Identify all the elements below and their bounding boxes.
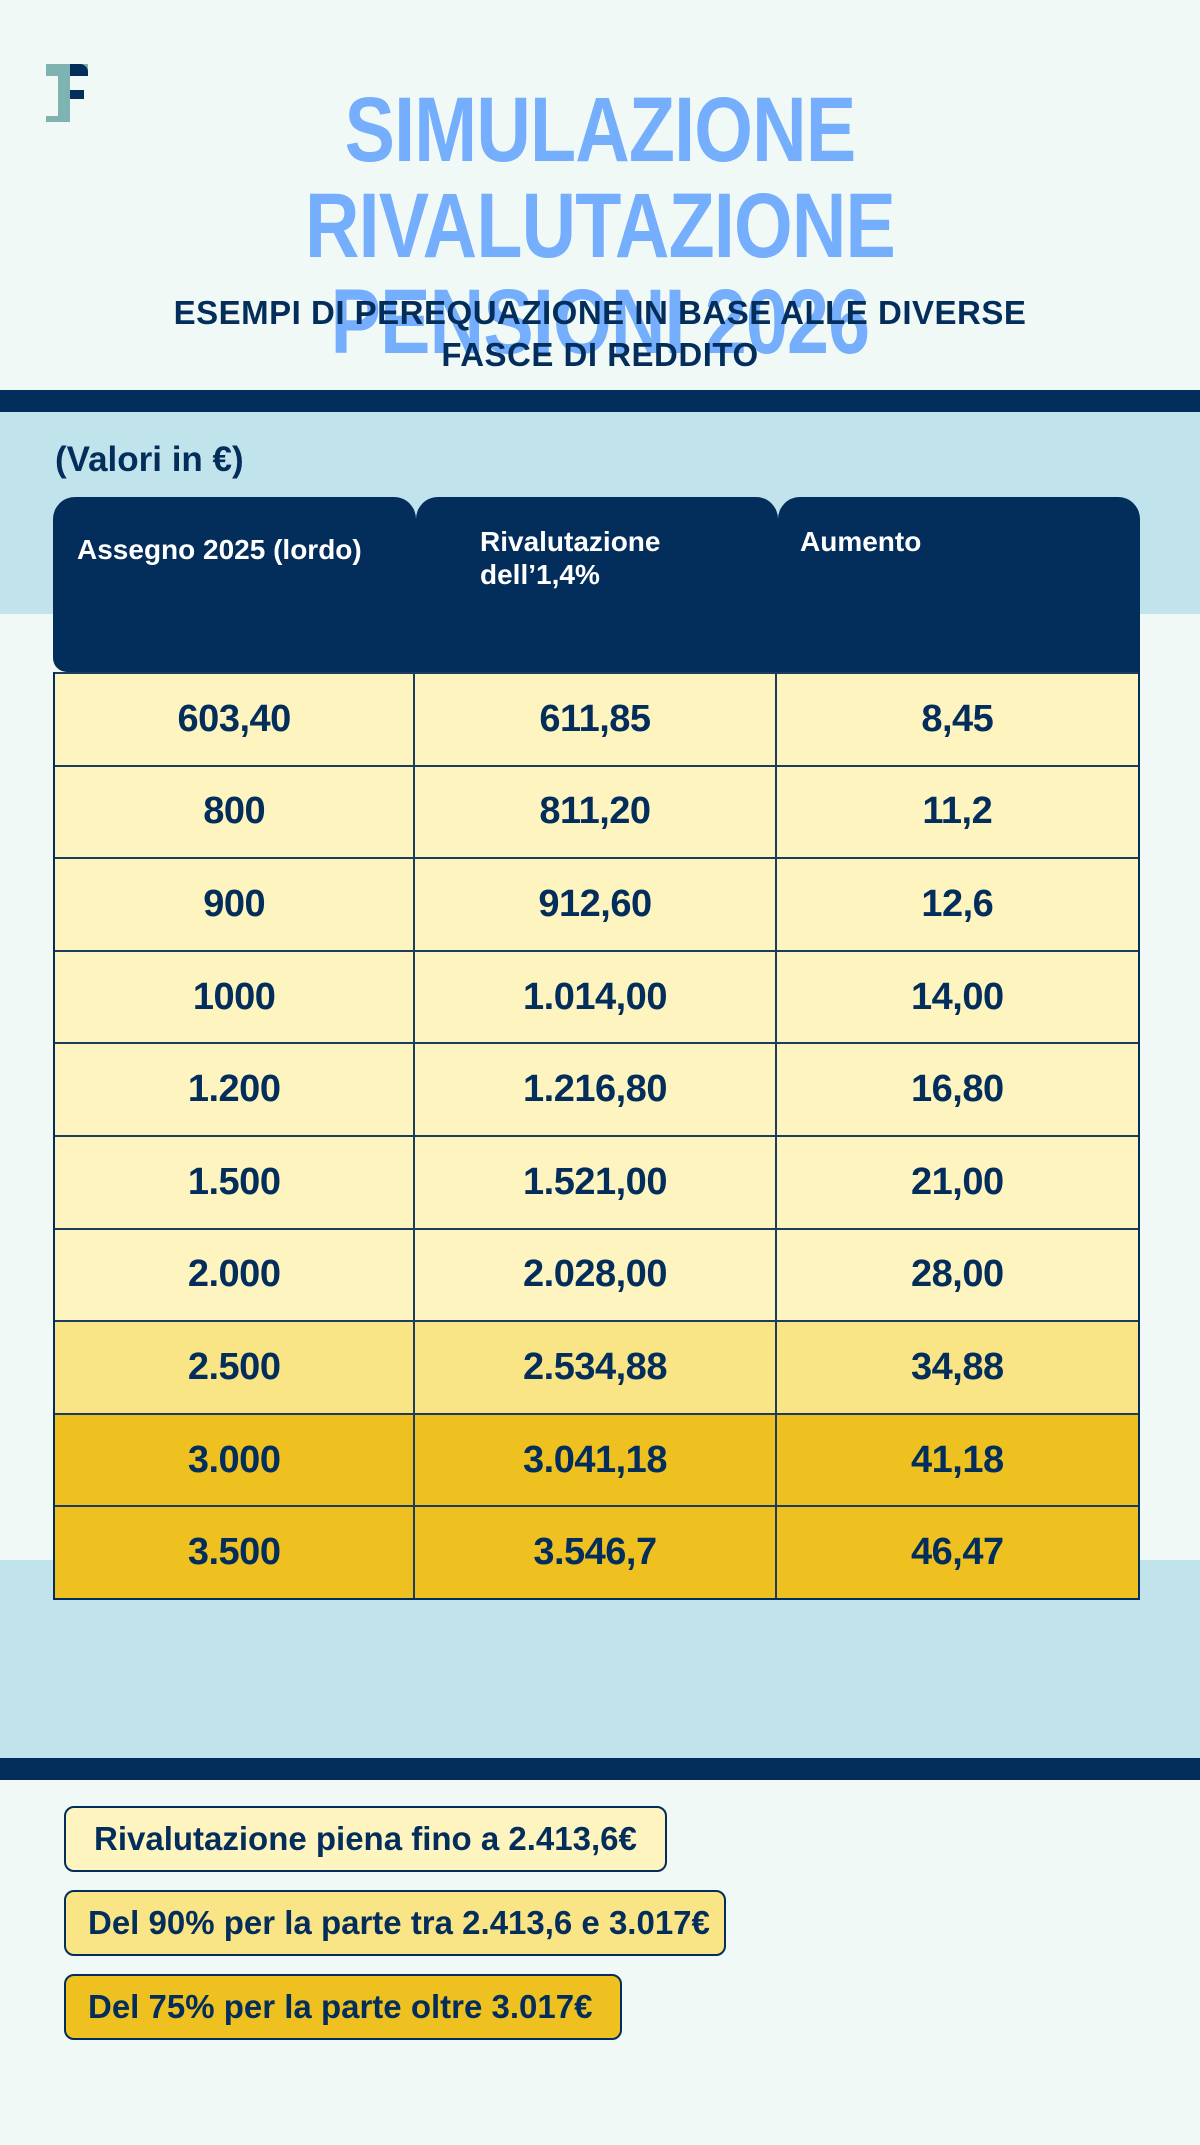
cell-rivalutazione: 3.041,18 <box>415 1414 777 1506</box>
cell-rivalutazione: 912,60 <box>415 859 777 950</box>
units-label: (Valori in €) <box>55 440 244 479</box>
table-row: 900 912,60 12,6 <box>55 857 1138 950</box>
cell-rivalutazione: 1.216,80 <box>415 1044 777 1135</box>
cell-rivalutazione: 2.534,88 <box>415 1322 777 1413</box>
column-header-assegno: Assegno 2025 (lordo) <box>53 497 416 672</box>
legend-item-full: Rivalutazione piena fino a 2.413,6€ <box>64 1806 667 1872</box>
table-row: 2.500 2.534,88 34,88 <box>55 1320 1138 1413</box>
table-row: 2.000 2.028,00 28,00 <box>55 1227 1138 1321</box>
cell-rivalutazione: 3.546,7 <box>415 1507 777 1598</box>
logo-icon <box>46 64 88 122</box>
cell-assegno: 603,40 <box>55 674 416 765</box>
table-row: 1.500 1.521,00 21,00 <box>55 1134 1138 1228</box>
cell-assegno: 2.000 <box>55 1229 416 1321</box>
cell-aumento: 12,6 <box>921 882 994 925</box>
cell-assegno: 1.200 <box>55 1044 416 1135</box>
cell-rivalutazione: 611,85 <box>415 674 777 765</box>
cell-aumento: 14,00 <box>911 975 1004 1018</box>
legend: Rivalutazione piena fino a 2.413,6€ Del … <box>64 1806 726 2058</box>
cell-assegno: 900 <box>55 859 416 950</box>
cell-assegno: 2.500 <box>55 1322 416 1413</box>
cell-aumento: 28,00 <box>911 1253 1004 1296</box>
subtitle: ESEMPI DI PEREQUAZIONE IN BASE ALLE DIVE… <box>0 292 1200 376</box>
cell-aumento: 11,2 <box>922 790 993 833</box>
cell-assegno: 3.500 <box>55 1507 416 1598</box>
cell-assegno: 1000 <box>55 951 416 1043</box>
page-title: SIMULAZIONE RIVALUTAZIONE PENSIONI 2026 <box>108 82 1092 370</box>
cell-rivalutazione: 811,20 <box>415 766 777 858</box>
cell-aumento: 46,47 <box>911 1531 1004 1574</box>
table-row: 800 811,20 11,2 <box>55 764 1138 858</box>
cell-assegno: 800 <box>55 766 416 858</box>
column-header-rivalutazione: Rivalutazione dell’1,4% <box>416 497 778 672</box>
table-row: 603,40 611,85 8,45 <box>55 672 1138 765</box>
cell-aumento: 41,18 <box>911 1438 1004 1481</box>
legend-item-seventyfive: Del 75% per la parte oltre 3.017€ <box>64 1974 623 2040</box>
cell-rivalutazione: 1.521,00 <box>415 1136 777 1228</box>
table-row: 1.200 1.216,80 16,80 <box>55 1042 1138 1135</box>
table-body: 603,40 611,85 8,45 800 811,20 11,2 900 9… <box>53 672 1140 1600</box>
cell-rivalutazione: 1.014,00 <box>415 951 777 1043</box>
table-row: 1000 1.014,00 14,00 <box>55 949 1138 1043</box>
cell-rivalutazione: 2.028,00 <box>415 1229 777 1321</box>
table-row: 3.000 3.041,18 41,18 <box>55 1412 1138 1506</box>
title-line-2: PENSIONI 2026 <box>330 271 870 373</box>
cell-assegno: 3.000 <box>55 1414 416 1506</box>
cell-assegno: 1.500 <box>55 1136 416 1228</box>
cell-aumento: 34,88 <box>911 1345 1004 1388</box>
title-line-1: SIMULAZIONE RIVALUTAZIONE <box>304 79 896 277</box>
table-header: Assegno 2025 (lordo) Rivalutazione dell’… <box>53 497 1140 672</box>
divider-top <box>0 390 1200 412</box>
table-row: 3.500 3.546,7 46,47 <box>55 1505 1138 1598</box>
cell-aumento: 16,80 <box>911 1068 1004 1111</box>
subtitle-line-1: ESEMPI DI PEREQUAZIONE IN BASE ALLE DIVE… <box>173 294 1027 331</box>
legend-item-ninety: Del 90% per la parte tra 2.413,6 e 3.017… <box>64 1890 726 1956</box>
divider-bottom <box>0 1758 1200 1780</box>
cell-aumento: 8,45 <box>921 697 994 740</box>
column-header-aumento: Aumento <box>778 497 1140 672</box>
pension-table: Assegno 2025 (lordo) Rivalutazione dell’… <box>53 497 1140 1600</box>
cell-aumento: 21,00 <box>911 1160 1004 1203</box>
subtitle-line-2: FASCE DI REDDITO <box>441 336 759 373</box>
